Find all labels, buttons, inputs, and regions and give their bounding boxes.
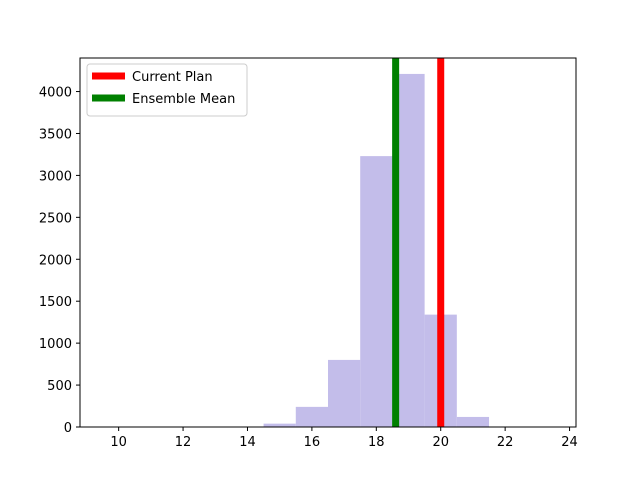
y-tick-label: 2000 (39, 253, 72, 268)
x-tick-label: 20 (432, 435, 449, 450)
histogram-bar (328, 359, 361, 427)
x-tick-label: 16 (304, 435, 321, 450)
y-tick-label: 2500 (39, 211, 72, 226)
legend-label: Ensemble Mean (132, 92, 235, 107)
histogram-bar (456, 416, 490, 427)
y-axis-ticks: 0 500 1000 1500 2000 2500 3000 3500 4000 (39, 86, 80, 436)
reference-line (392, 58, 400, 427)
y-tick-label: 500 (47, 379, 72, 394)
y-tick-label: 3000 (39, 169, 72, 184)
y-tick-label: 0 (64, 421, 72, 436)
x-tick-label: 22 (497, 435, 514, 450)
histogram-bar (360, 156, 393, 427)
reference-line (437, 58, 445, 427)
reference-lines (392, 58, 445, 427)
legend-box (86, 63, 248, 117)
legend: Current Plan Ensemble Mean (86, 63, 248, 117)
y-tick-label: 1500 (39, 295, 72, 310)
histogram-bar (295, 406, 328, 427)
x-tick-label: 14 (239, 435, 256, 450)
histogram-bar (263, 423, 296, 427)
x-tick-label: 10 (110, 435, 127, 450)
y-tick-label: 4000 (39, 86, 72, 101)
legend-label: Current Plan (132, 70, 213, 85)
x-tick-label: 18 (368, 435, 385, 450)
x-tick-label: 24 (561, 435, 578, 450)
y-tick-label: 1000 (39, 337, 72, 352)
x-tick-label: 12 (175, 435, 192, 450)
plot-frame (79, 57, 577, 428)
x-axis-ticks: 10 12 14 16 18 20 22 24 (110, 427, 578, 450)
y-tick-label: 3500 (39, 127, 72, 142)
